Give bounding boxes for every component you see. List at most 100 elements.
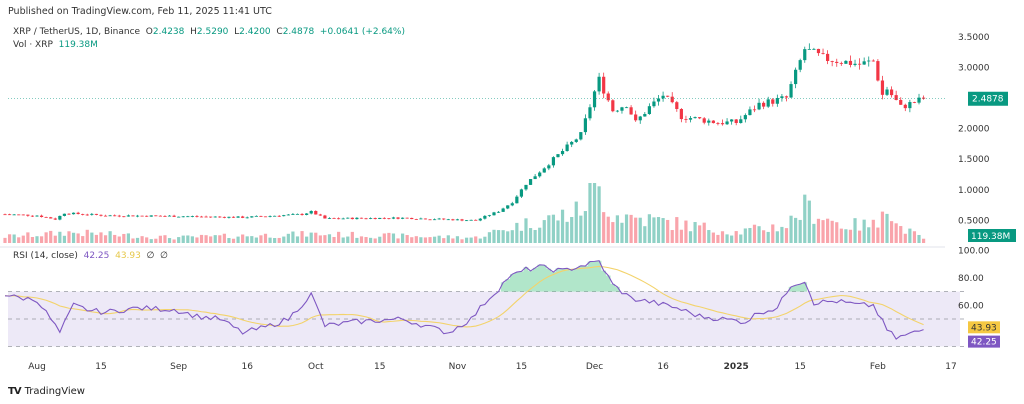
candle-body [131,215,135,217]
candle-body [597,76,601,92]
volume-bar [199,234,204,243]
candle-body [332,217,336,219]
rsi-legend: RSI (14, close) 42.25 43.93 ∅ ∅ [13,251,168,261]
volume-bar [446,235,450,243]
candle-body [94,213,99,215]
volume-bar [263,233,268,243]
volume-bar [661,218,665,243]
volume-bar [684,220,688,243]
price-tick-label: 2.0000 [958,125,990,135]
candle-body [766,99,770,107]
candle-body [254,215,258,217]
volume-bar [451,238,455,243]
candle-body [551,157,556,166]
candle-body [17,214,21,216]
volume-bar [373,238,377,243]
volume-bar [803,194,807,243]
volume-bar [634,217,638,243]
candle-body [49,217,53,219]
candle-body [889,89,894,96]
candle-body [396,217,400,219]
candle-body [483,215,487,219]
candle-body [167,215,172,217]
volume-bar [844,229,848,243]
volume-bar [515,222,519,243]
volume-bar [341,237,345,243]
candle-body [391,217,396,219]
volume-label[interactable]: Vol · XRP [13,40,53,50]
candle-body [620,107,624,111]
volume-bar [108,231,112,243]
candle-body [85,214,89,216]
volume-bar [812,223,816,243]
volume-bar [167,238,172,243]
candle-body [103,215,108,217]
volume-bar [602,212,606,243]
volume-bar [135,237,140,243]
candle-body [423,218,428,220]
candle-body [606,93,610,101]
candle-body [496,211,501,213]
candle-body [405,217,409,219]
volume-bar [369,237,373,243]
volume-bar [807,200,811,243]
price-tick-label: 3.0000 [958,63,990,73]
candle-body [81,213,85,215]
candle-body [113,215,117,217]
candle-body [149,215,153,217]
symbol-name[interactable]: XRP / TetherUS, 1D, Binance [13,27,141,37]
volume-bar [775,231,779,243]
candle-body [693,117,697,119]
candle-body [656,98,661,102]
candle-body [908,102,912,109]
volume-bar [506,231,510,243]
candle-body [99,214,103,216]
volume-bar [570,217,574,243]
candle-body [492,212,496,216]
candle-body [885,89,889,95]
candle-body [53,218,57,220]
volume-bar [346,236,350,243]
volume-bar [574,201,578,243]
candle-body [839,62,843,64]
candle-body [812,48,816,50]
volume-bar [209,236,213,243]
volume-bar [748,227,752,243]
volume-bar [771,224,775,243]
x-tick-label: Oct [308,362,324,372]
candle-body [533,176,537,180]
candle-body [373,218,377,219]
candle-body [295,213,300,215]
rsi-extra-2: ∅ [160,251,169,261]
candle-body [798,60,802,70]
candle-body [177,216,181,218]
volume-bar [149,239,153,243]
low-value: 2.4200 [239,27,271,37]
volume-bar [743,228,747,243]
volume-bar [460,239,464,243]
candle-body [501,208,505,212]
x-tick-label: 16 [241,362,253,372]
x-tick-label: Sep [170,362,187,372]
candle-body [250,216,254,218]
candle-body [634,114,638,121]
last-price-tag [968,91,1008,106]
candle-body [282,215,286,217]
candle-body [519,189,524,197]
candle-body [720,123,725,125]
volume-bar [337,231,341,243]
volume-bar [871,219,875,243]
volume-bar [496,230,501,243]
volume-bar [414,236,418,243]
candle-body [437,218,441,220]
volume-bar [140,236,144,243]
logo-text: TradingView [24,386,85,397]
candle-body [743,115,747,120]
volume-bar [556,220,560,243]
volume-bar [323,235,327,243]
volume-bar [830,220,834,243]
rsi-tag [968,335,1000,348]
volume-bar [474,236,478,243]
rsi-label[interactable]: RSI (14, close) [13,251,78,261]
